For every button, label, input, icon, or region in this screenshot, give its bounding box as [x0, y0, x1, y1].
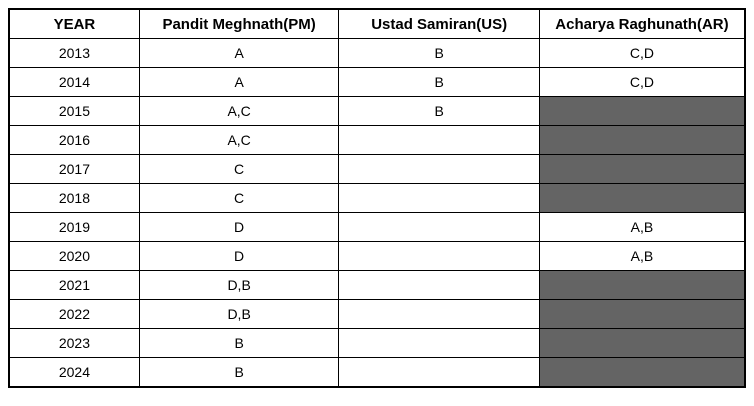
cell-year: 2023 [8, 328, 140, 358]
cell-year: 2020 [8, 241, 140, 271]
cell-year: 2013 [8, 38, 140, 68]
cell-ar [538, 183, 746, 213]
cell-us [338, 125, 540, 155]
cell-pm: A [138, 38, 340, 68]
table-row: 2014 A B C,D [8, 67, 746, 97]
table-header: YEAR Pandit Meghnath(PM) Ustad Samiran(U… [8, 8, 746, 39]
cell-us [338, 270, 540, 300]
cell-pm: A,C [138, 125, 340, 155]
cell-ar [538, 299, 746, 329]
table-row: 2015 A,C B [8, 96, 746, 126]
cell-pm: A,C [138, 96, 340, 126]
cell-us [338, 241, 540, 271]
cell-us: B [338, 38, 540, 68]
cell-us [338, 183, 540, 213]
column-header-pandit-meghnath: Pandit Meghnath(PM) [138, 8, 340, 39]
cell-us: B [338, 96, 540, 126]
cell-us [338, 357, 540, 388]
column-header-year: YEAR [8, 8, 140, 39]
table-row: 2016 A,C [8, 125, 746, 155]
cell-year: 2019 [8, 212, 140, 242]
cell-us [338, 328, 540, 358]
cell-pm: D,B [138, 270, 340, 300]
table-row: 2013 A B C,D [8, 38, 746, 68]
header-row: YEAR Pandit Meghnath(PM) Ustad Samiran(U… [8, 8, 746, 39]
table-row: 2019 D A,B [8, 212, 746, 242]
table-body: 2013 A B C,D 2014 A B C,D 2015 A,C B 201… [8, 38, 746, 388]
cell-ar: C,D [538, 38, 746, 68]
cell-pm: A [138, 67, 340, 97]
cell-pm: B [138, 328, 340, 358]
cell-year: 2017 [8, 154, 140, 184]
cell-pm: C [138, 183, 340, 213]
cell-us [338, 212, 540, 242]
column-header-ustad-samiran: Ustad Samiran(US) [338, 8, 540, 39]
cell-ar [538, 357, 746, 388]
cell-pm: C [138, 154, 340, 184]
table-row: 2018 C [8, 183, 746, 213]
table-row: 2017 C [8, 154, 746, 184]
cell-ar [538, 96, 746, 126]
cell-ar: C,D [538, 67, 746, 97]
table-row: 2023 B [8, 328, 746, 358]
table-row: 2021 D,B [8, 270, 746, 300]
cell-us: B [338, 67, 540, 97]
cell-pm: D [138, 212, 340, 242]
table-row: 2022 D,B [8, 299, 746, 329]
cell-year: 2021 [8, 270, 140, 300]
cell-year: 2024 [8, 357, 140, 388]
cell-year: 2018 [8, 183, 140, 213]
cell-ar [538, 154, 746, 184]
cell-year: 2014 [8, 67, 140, 97]
cell-us [338, 299, 540, 329]
cell-year: 2022 [8, 299, 140, 329]
cell-ar: A,B [538, 241, 746, 271]
cell-year: 2015 [8, 96, 140, 126]
cell-ar [538, 125, 746, 155]
cell-year: 2016 [8, 125, 140, 155]
awards-year-table: YEAR Pandit Meghnath(PM) Ustad Samiran(U… [8, 8, 746, 388]
cell-pm: B [138, 357, 340, 388]
cell-pm: D,B [138, 299, 340, 329]
cell-ar: A,B [538, 212, 746, 242]
cell-pm: D [138, 241, 340, 271]
table-row: 2020 D A,B [8, 241, 746, 271]
table-row: 2024 B [8, 357, 746, 388]
cell-ar [538, 270, 746, 300]
cell-us [338, 154, 540, 184]
cell-ar [538, 328, 746, 358]
column-header-acharya-raghunath: Acharya Raghunath(AR) [538, 8, 746, 39]
